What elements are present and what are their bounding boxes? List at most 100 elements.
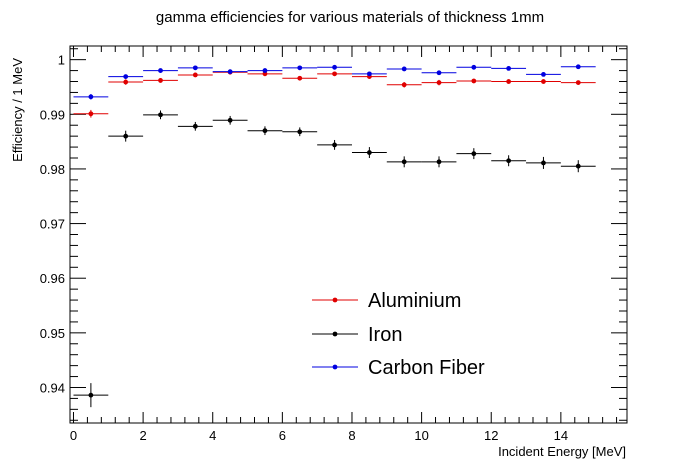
legend-entry-iron: Iron xyxy=(312,324,402,346)
marker xyxy=(366,150,372,155)
y-axis-ticks xyxy=(70,48,627,421)
data-point-carbon-fiber xyxy=(282,65,318,71)
y-tick-label: 0.98 xyxy=(40,162,65,177)
marker xyxy=(297,65,303,71)
legend-entry-carbon-fiber: Carbon Fiber xyxy=(312,357,485,379)
x-axis-label: Incident Energy [MeV] xyxy=(498,444,626,459)
marker xyxy=(158,112,163,118)
data-point-aluminium xyxy=(317,71,352,77)
y-axis-tick-labels: 0.94 0.95 0.96 0.97 0.98 0.99 1 xyxy=(40,53,65,396)
marker xyxy=(436,80,442,86)
data-point-aluminium xyxy=(73,109,109,118)
marker xyxy=(541,160,546,166)
data-point-carbon-fiber xyxy=(247,68,283,73)
data-point-carbon-fiber xyxy=(212,69,248,75)
y-tick-label: 1 xyxy=(58,53,65,68)
y-tick-label: 0.99 xyxy=(40,107,65,122)
legend-marker-carbon-fiber xyxy=(332,364,338,370)
y-tick-label: 0.94 xyxy=(40,380,65,395)
series-aluminium xyxy=(73,69,596,118)
data-point-aluminium xyxy=(456,78,492,84)
data-point-iron xyxy=(177,121,213,131)
marker xyxy=(88,94,94,100)
y-tick-label: 0.95 xyxy=(40,326,65,341)
data-point-iron xyxy=(491,155,527,167)
marker xyxy=(297,129,303,135)
data-point-carbon-fiber xyxy=(73,94,109,100)
data-point-carbon-fiber xyxy=(386,66,422,72)
marker xyxy=(575,163,581,169)
legend-marker-aluminium xyxy=(332,297,338,303)
data-point-iron xyxy=(351,147,387,159)
data-point-aluminium xyxy=(282,75,318,81)
marker xyxy=(123,79,129,85)
marker xyxy=(401,82,407,88)
marker xyxy=(192,72,198,78)
data-point-carbon-fiber xyxy=(351,71,387,77)
x-tick-label: 4 xyxy=(209,428,216,443)
data-point-iron xyxy=(386,156,422,168)
x-axis-tick-labels: 0 2 4 6 8 10 12 14 xyxy=(70,428,568,443)
data-point-carbon-fiber xyxy=(421,70,457,76)
data-point-carbon-fiber xyxy=(560,64,596,70)
data-point-carbon-fiber xyxy=(317,64,352,70)
data-point-carbon-fiber xyxy=(491,66,527,71)
marker xyxy=(436,70,442,76)
marker xyxy=(192,65,198,71)
legend-label-iron: Iron xyxy=(368,324,402,346)
data-point-iron xyxy=(456,148,492,160)
legend-marker-iron xyxy=(332,331,338,337)
marker xyxy=(123,133,129,139)
series-carbon-fiber xyxy=(73,64,596,100)
x-tick-label: 2 xyxy=(139,428,146,443)
data-point-iron xyxy=(282,127,318,137)
marker xyxy=(366,71,372,77)
marker xyxy=(227,69,233,75)
plot-frame xyxy=(69,45,628,424)
data-point-iron xyxy=(560,160,596,173)
x-tick-label: 0 xyxy=(70,428,77,443)
y-tick-label: 0.97 xyxy=(40,217,65,232)
legend-entry-aluminium: Aluminium xyxy=(312,290,461,312)
marker xyxy=(401,159,407,165)
x-tick-label: 10 xyxy=(414,428,428,443)
data-point-aluminium xyxy=(421,79,457,86)
data-point-aluminium xyxy=(526,79,561,84)
marker xyxy=(297,75,303,81)
marker xyxy=(541,79,546,84)
marker xyxy=(332,142,337,148)
legend-label-carbon-fiber: Carbon Fiber xyxy=(368,357,485,379)
data-point-aluminium xyxy=(108,79,144,85)
marker xyxy=(506,79,512,84)
marker xyxy=(332,64,337,70)
marker xyxy=(227,117,233,123)
marker xyxy=(88,111,94,117)
data-point-iron xyxy=(212,115,248,125)
marker xyxy=(506,158,512,164)
marker xyxy=(471,151,477,157)
data-point-carbon-fiber xyxy=(526,72,561,77)
marker xyxy=(158,78,163,83)
data-point-aluminium xyxy=(143,78,178,83)
marker xyxy=(332,71,337,77)
data-point-iron xyxy=(421,156,457,168)
data-point-aluminium xyxy=(491,79,527,84)
marker xyxy=(436,159,442,165)
data-point-carbon-fiber xyxy=(456,64,492,70)
x-tick-label: 14 xyxy=(554,428,568,443)
data-point-iron xyxy=(526,156,561,169)
marker xyxy=(575,80,581,86)
data-point-iron xyxy=(317,139,352,150)
data-series xyxy=(73,64,596,408)
data-point-carbon-fiber xyxy=(108,74,144,79)
marker xyxy=(262,128,268,134)
x-tick-label: 12 xyxy=(484,428,498,443)
data-point-aluminium xyxy=(560,80,596,86)
marker xyxy=(158,68,163,73)
marker xyxy=(471,64,477,70)
data-point-iron xyxy=(108,130,144,142)
data-point-iron xyxy=(143,110,178,120)
marker xyxy=(123,74,129,79)
data-point-carbon-fiber xyxy=(177,65,213,71)
